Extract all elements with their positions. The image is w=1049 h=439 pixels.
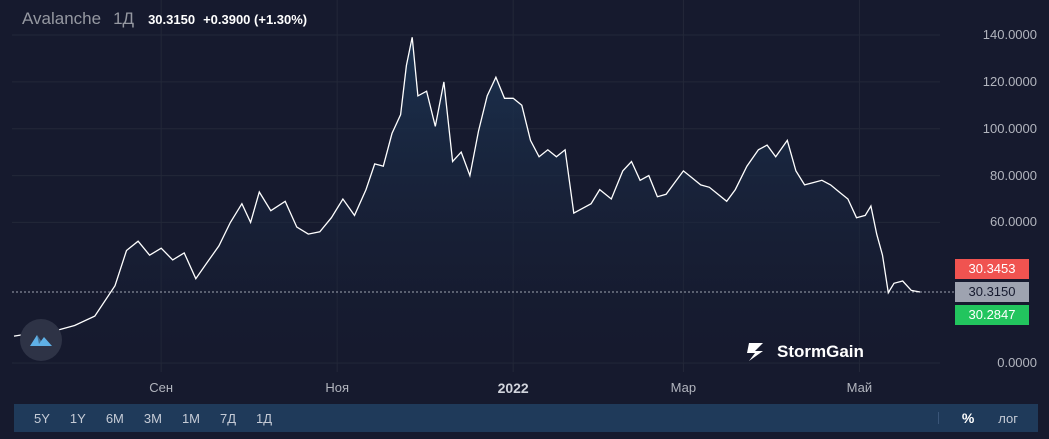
price-line — [13, 37, 921, 337]
y-tick-label: 140.0000 — [982, 27, 1037, 42]
current-price-tag: 30.3150 — [955, 282, 1029, 302]
x-tick-label: Ноя — [325, 380, 349, 395]
stormgain-logo: StormGain — [745, 342, 864, 362]
toolbar-divider — [938, 412, 939, 424]
low-price-tag: 30.2847 — [955, 305, 1029, 325]
range-7d-button[interactable]: 7Д — [220, 410, 237, 426]
brand-name: StormGain — [777, 342, 864, 361]
range-5y-button[interactable]: 5Y — [34, 410, 50, 426]
price-change: +0.3900 (+1.30%) — [203, 12, 308, 27]
range-1m-button[interactable]: 1M — [181, 410, 200, 426]
x-tick-label: 2022 — [497, 380, 529, 396]
x-tick-label: Мар — [670, 380, 697, 395]
range-toolbar: 5Y 1Y 6M 3M 1M 7Д 1Д % лог — [14, 404, 1038, 432]
avalanche-icon — [30, 335, 52, 346]
x-tick-label: Май — [846, 380, 873, 395]
price-chart[interactable] — [0, 0, 1049, 400]
range-6m-button[interactable]: 6M — [105, 410, 124, 426]
percent-scale-button[interactable]: % — [961, 410, 975, 426]
high-price-tag: 30.3453 — [955, 259, 1029, 279]
y-tick-label: 0.0000 — [997, 355, 1037, 370]
chart-header: Avalanche 1Д 30.3150 +0.3900 (+1.30%) — [22, 9, 307, 29]
price-area — [14, 37, 920, 364]
last-price: 30.3150 — [148, 12, 196, 27]
x-tick-label: Сен — [149, 380, 174, 395]
y-tick-label: 120.0000 — [982, 73, 1037, 89]
symbol-name: Avalanche — [22, 9, 102, 28]
lightning-icon — [747, 343, 763, 361]
timeframe-label: 1Д — [113, 9, 135, 28]
log-scale-button[interactable]: лог — [998, 410, 1018, 426]
range-1y-button[interactable]: 1Y — [69, 410, 86, 426]
coin-logo — [20, 319, 62, 361]
y-tick-label: 80.0000 — [990, 167, 1037, 183]
y-tick-label: 60.0000 — [990, 214, 1037, 230]
range-3m-button[interactable]: 3M — [143, 410, 162, 426]
range-1d-button[interactable]: 1Д — [256, 410, 273, 426]
y-tick-label: 100.0000 — [982, 120, 1037, 136]
